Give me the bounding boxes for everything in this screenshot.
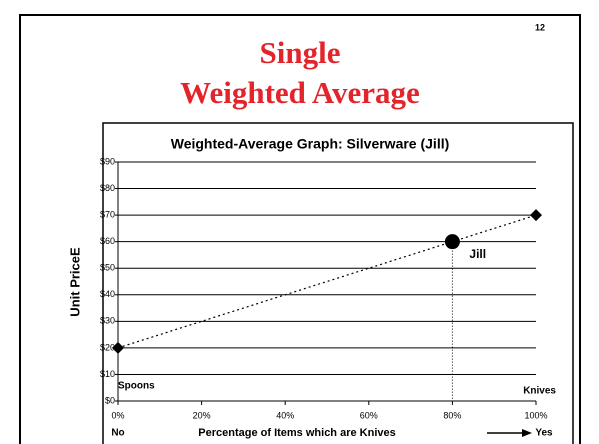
- x-axis-label: Percentage of Items which are Knives: [198, 427, 395, 439]
- x-tick-label: 0%: [111, 410, 124, 420]
- chart-title: Weighted-Average Graph: Silverware (Jill…: [171, 136, 450, 152]
- diamond-marker: [530, 209, 542, 222]
- y-tick-label: $60: [100, 236, 115, 246]
- slide-title: Weighted Average: [180, 75, 420, 110]
- y-tick-label: $80: [100, 183, 115, 193]
- chart-frame: [102, 122, 574, 444]
- diamond-marker: [112, 341, 124, 354]
- x-tick-label: 60%: [360, 410, 378, 420]
- x-tick-label: 20%: [193, 410, 211, 420]
- x-tick-label: 80%: [443, 410, 461, 420]
- x-tick-label: 100%: [524, 410, 547, 420]
- x-tick-label: 40%: [276, 410, 294, 420]
- annotation: Spoons: [118, 381, 155, 392]
- y-tick-label: $70: [100, 209, 115, 219]
- point-label: Jill: [469, 247, 486, 261]
- x-start-label: No: [111, 428, 124, 439]
- y-tick-label: $40: [100, 289, 115, 299]
- y-tick-label: $10: [100, 369, 115, 379]
- y-axis-label: Unit PriceE: [67, 247, 82, 317]
- slide-title: Single: [260, 35, 341, 70]
- x-end-label: Yes: [535, 428, 553, 439]
- point-marker: [444, 234, 460, 250]
- y-tick-label: $90: [100, 156, 115, 166]
- annotation: Knives: [523, 386, 556, 397]
- slide-border: [19, 14, 581, 444]
- y-tick-label: $20: [100, 342, 115, 352]
- y-tick-label: $30: [100, 316, 115, 326]
- y-tick-label: $50: [100, 263, 115, 273]
- page-number: 12: [535, 22, 545, 32]
- arrow-head: [522, 429, 532, 437]
- y-tick-label: $0: [105, 395, 115, 405]
- data-line: [117, 214, 537, 349]
